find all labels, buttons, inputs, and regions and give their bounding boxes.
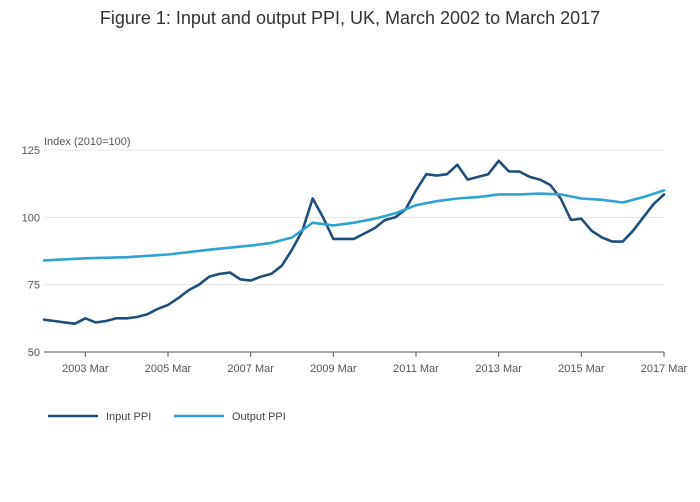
y-tick-label: 50 xyxy=(28,347,40,359)
series-line-input-ppi xyxy=(42,159,666,325)
x-tick-label: 2013 Mar xyxy=(475,363,522,375)
chart-title: Figure 1: Input and output PPI, UK, Marc… xyxy=(99,8,601,28)
x-tick-label: 2011 Mar xyxy=(393,363,439,375)
y-tick-label: 75 xyxy=(28,280,40,292)
x-tick-label: 2009 Mar xyxy=(310,363,357,375)
x-tick-label: 2003 Mar xyxy=(62,363,109,375)
series-line-output-ppi xyxy=(42,189,666,262)
x-tick-label: 2005 Mar xyxy=(145,363,192,375)
y-axis-label: Index (2010=100) xyxy=(44,136,131,148)
legend-label-input-ppi: Input PPI xyxy=(106,411,151,423)
legend-label-output-ppi: Output PPI xyxy=(232,411,286,423)
y-tick-label: 125 xyxy=(22,145,40,157)
x-tick-label: 2017 Mar xyxy=(641,363,688,375)
x-tick-label: 2015 Mar xyxy=(558,363,605,375)
y-tick-label: 100 xyxy=(22,212,40,224)
x-tick-label: 2007 Mar xyxy=(227,363,274,375)
